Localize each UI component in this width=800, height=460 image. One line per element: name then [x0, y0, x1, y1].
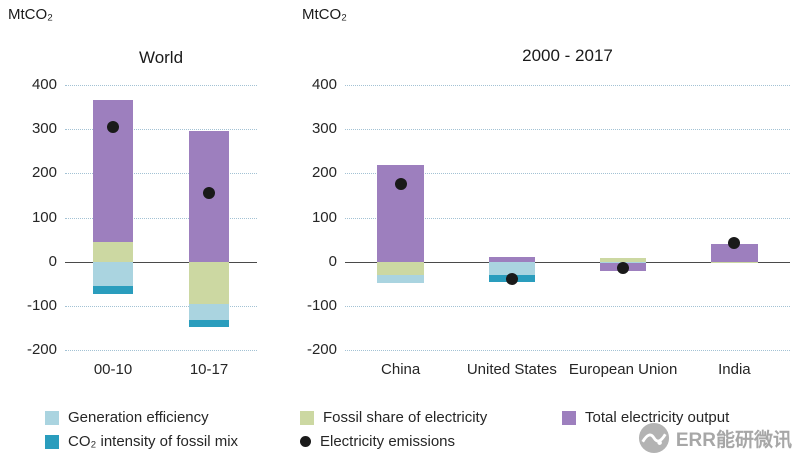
bar-segment-fossil-share-of-electricity	[188, 261, 230, 304]
gridline	[345, 305, 790, 307]
y-axis-unit-label: MtCO₂	[8, 6, 53, 23]
gridline	[65, 350, 257, 351]
emissions-point	[728, 237, 741, 250]
legend-label: Generation efficiency	[68, 409, 209, 426]
x-category-label: India	[718, 361, 751, 378]
emissions-point	[107, 120, 119, 133]
x-category-label: China	[381, 361, 421, 378]
chart-world: MtCO₂ World 400 300 200 100 0 -100 -200 00-10 10…	[0, 0, 280, 400]
bar-segment-total-electricity-output	[488, 257, 536, 262]
x-category-label: United States	[466, 361, 557, 378]
bar-segment-fossil-share-of-electricity	[711, 261, 758, 264]
y-tick-label: 100	[31, 208, 57, 226]
chart-title-2000-2017: 2000 - 2017	[522, 46, 613, 65]
x-category-label: 10-17	[189, 361, 229, 378]
y-tick-label: 300	[31, 120, 57, 138]
legend-label: Total electricity output	[585, 409, 730, 426]
zero-axis-line	[345, 261, 790, 263]
bar-segment-co-intensity-of-fossil-mix	[188, 319, 230, 328]
gridline	[65, 305, 257, 307]
bar-segment-generation-efficiency	[188, 303, 230, 320]
legend-item-co2-intensity: CO₂ intensity of fossil mix	[45, 433, 238, 450]
y-tick-label: 200	[311, 164, 337, 182]
y-tick-label: -200	[306, 341, 337, 358]
bar-segment-total-electricity-output	[711, 244, 758, 262]
x-category-label: European Union	[568, 361, 678, 378]
y-tick-label: 400	[31, 76, 57, 93]
legend-item-generation-efficiency: Generation efficiency	[45, 409, 209, 426]
legend-swatch-total-electricity-output	[562, 410, 576, 425]
bar-segment-generation-efficiency	[92, 261, 134, 286]
gridline	[345, 350, 790, 351]
y-tick-label: -100	[26, 296, 57, 314]
bar-segment-fossil-share-of-electricity	[599, 258, 647, 262]
bar-segment-co-intensity-of-fossil-mix	[92, 285, 134, 294]
gridline	[65, 85, 257, 86]
y-tick-label: 100	[311, 208, 337, 226]
gridline	[345, 173, 790, 175]
gridline	[345, 217, 790, 219]
legend-swatch-co2-intensity	[45, 434, 59, 449]
gridline	[345, 129, 790, 131]
legend-swatch-fossil-share	[300, 410, 314, 425]
legend-label: Fossil share of electricity	[323, 409, 488, 426]
emissions-point	[394, 178, 407, 191]
emissions-point	[505, 273, 518, 286]
watermark-text: ERR能研微讯	[675, 429, 792, 451]
watermark-logo-icon	[638, 422, 669, 454]
legend-label: CO₂ intensity of fossil mix	[68, 433, 239, 450]
y-axis-unit-label: MtCO₂	[302, 6, 347, 23]
legend-swatch-generation-efficiency	[45, 410, 59, 425]
emissions-point	[203, 187, 215, 200]
legend-item-electricity-emissions: Electricity emissions	[300, 433, 455, 450]
legend-label: Electricity emissions	[320, 433, 456, 450]
y-tick-label: 400	[311, 76, 337, 93]
plot-area-regions: 400 300 200 100 0 -100 -200 China United States E…	[307, 76, 790, 378]
chart-title-world: World	[138, 48, 184, 67]
zero-axis-line	[65, 261, 257, 263]
bar-segment-generation-efficiency	[488, 261, 536, 275]
y-tick-label: -100	[306, 296, 337, 314]
gridline	[65, 129, 257, 131]
legend-swatch-electricity-emissions	[300, 436, 311, 447]
y-tick-label: 0	[328, 252, 337, 270]
gridline	[345, 85, 790, 86]
gridline	[65, 173, 257, 175]
y-tick-label: 0	[48, 252, 57, 270]
y-tick-label: 300	[311, 120, 337, 138]
bar-segment-generation-efficiency	[377, 274, 424, 283]
legend-item-total-electricity-output: Total electricity output	[562, 409, 729, 426]
gridline	[65, 217, 257, 219]
y-tick-label: -200	[26, 341, 57, 358]
plot-area-world: 400 300 200 100 0 -100 -200 00-10 10-17	[27, 76, 257, 378]
watermark: ERR能研微讯	[638, 422, 792, 454]
x-category-label: 00-10	[93, 361, 133, 378]
bar-segment-fossil-share-of-electricity	[92, 241, 134, 262]
chart-regions: MtCO₂ 2000 - 2017 400 300 200 100 0 -100 -200 C…	[295, 0, 800, 400]
bar-segment-fossil-share-of-electricity	[377, 261, 424, 275]
emissions-point	[617, 262, 630, 275]
legend-item-fossil-share: Fossil share of electricity	[300, 409, 487, 426]
y-tick-label: 200	[31, 164, 57, 182]
